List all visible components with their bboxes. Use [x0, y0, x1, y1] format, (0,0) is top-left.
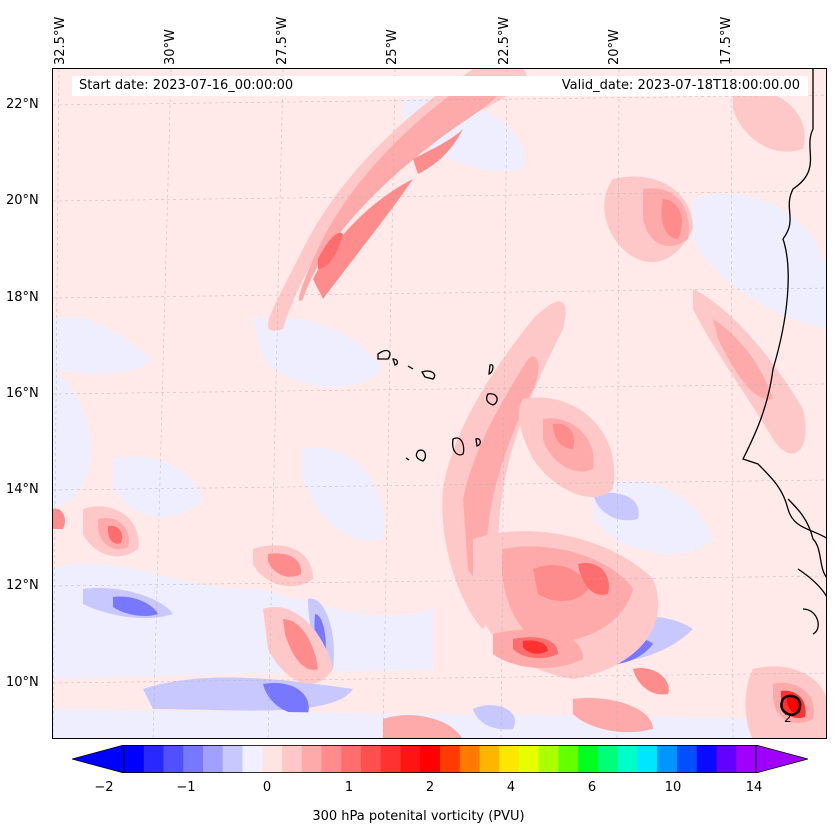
lat-label-16n: 16°N: [6, 386, 39, 401]
colorbar-swatch: [617, 745, 638, 773]
colorbar-swatch: [598, 745, 619, 773]
pv-map: [52, 68, 827, 739]
colorbar-swatch: [519, 745, 540, 773]
colorbar-swatch: [282, 745, 303, 773]
colorbar-swatch: [440, 745, 461, 773]
cbar-tick-10: 10: [664, 780, 682, 795]
cbar-tick-neg2: −2: [94, 780, 114, 795]
cbar-tick-6: 6: [587, 780, 597, 795]
colorbar-swatch: [143, 745, 164, 773]
colorbar-swatch: [736, 745, 757, 773]
lon-label-30w: 30°W: [163, 29, 178, 65]
colorbar-swatch: [203, 745, 224, 773]
colorbar-swatch: [183, 745, 204, 773]
colorbar-over-arrow: [755, 745, 808, 773]
colorbar-swatch: [400, 745, 421, 773]
cbar-tick-14: 14: [745, 780, 763, 795]
colorbar-swatch: [380, 745, 401, 773]
colorbar-outline: [123, 745, 757, 773]
valid-date-label: Valid_date: 2023-07-18T18:00:00.00: [561, 78, 800, 93]
cbar-tick-2: 2: [425, 780, 435, 795]
cbar-tick-4: 4: [506, 780, 516, 795]
colorbar-swatch: [538, 745, 559, 773]
colorbar-swatch: [124, 745, 145, 773]
colorbar-swatch: [262, 745, 283, 773]
cbar-tick-1: 1: [344, 780, 354, 795]
pv-field: [53, 69, 826, 738]
colorbar-swatch: [716, 745, 737, 773]
lat-label-18n: 18°N: [6, 290, 39, 305]
lat-label-10n: 10°N: [6, 675, 39, 690]
pv-contour-2: [780, 694, 802, 716]
colorbar-label: 300 hPa potenital vorticity (PVU): [312, 809, 525, 824]
cbar-tick-0: 0: [262, 780, 272, 795]
colorbar-swatch: [420, 745, 441, 773]
colorbar-under-arrow: [72, 745, 125, 773]
lon-label-25w: 25°W: [385, 29, 400, 65]
colorbar-swatch: [341, 745, 362, 773]
gridlines: [53, 69, 826, 738]
colorbar-swatch: [222, 745, 243, 773]
coastlines: [377, 69, 826, 635]
colorbar-swatch: [479, 745, 500, 773]
lon-label-32-5w: 32.5°W: [53, 16, 68, 65]
colorbar-swatch: [558, 745, 579, 773]
lon-label-20w: 20°W: [607, 29, 622, 65]
colorbar-swatch: [578, 745, 599, 773]
colorbar-swatch: [361, 745, 382, 773]
colorbar-swatch: [163, 745, 184, 773]
positive-pv-patches: [53, 69, 826, 738]
negative-pv-patches: [53, 97, 826, 738]
colorbar-swatch: [637, 745, 658, 773]
lon-label-27-5w: 27.5°W: [275, 16, 290, 65]
colorbar-swatch: [242, 745, 263, 773]
start-date-label: Start date: 2023-07-16_00:00:00: [79, 78, 294, 93]
lat-label-22n: 22°N: [6, 97, 39, 112]
lon-label-17-5w: 17.5°W: [719, 16, 734, 65]
colorbar-swatch: [301, 745, 322, 773]
lat-label-20n: 20°N: [6, 193, 39, 208]
contour-label-2: 2: [784, 711, 792, 725]
colorbar-swatch: [321, 745, 342, 773]
colorbar-swatch: [499, 745, 520, 773]
cbar-tick-neg1: −1: [176, 780, 196, 795]
lat-label-14n: 14°N: [6, 482, 39, 497]
colorbar-swatch: [696, 745, 717, 773]
lat-label-12n: 12°N: [6, 578, 39, 593]
colorbar-swatch: [459, 745, 480, 773]
lon-label-22-5w: 22.5°W: [497, 16, 512, 65]
colorbar: [72, 745, 808, 773]
colorbar-swatch: [657, 745, 678, 773]
colorbar-swatch: [677, 745, 698, 773]
header-background: [72, 76, 808, 96]
